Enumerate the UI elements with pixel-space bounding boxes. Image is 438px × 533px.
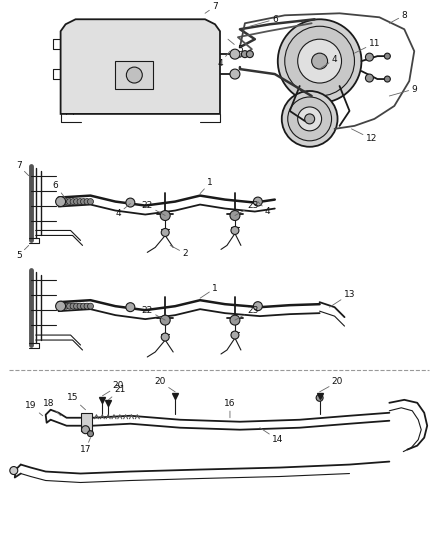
Circle shape (10, 466, 18, 474)
Text: 22: 22 (141, 201, 165, 215)
Text: 15: 15 (67, 393, 85, 410)
Text: 1: 1 (200, 284, 218, 298)
Circle shape (298, 107, 321, 131)
Circle shape (88, 431, 93, 437)
Bar (81, 413, 92, 431)
Text: 4: 4 (320, 54, 337, 69)
Circle shape (60, 199, 66, 205)
Circle shape (385, 53, 390, 59)
Text: 20: 20 (320, 377, 343, 392)
Circle shape (81, 199, 87, 205)
Circle shape (56, 301, 66, 311)
Circle shape (77, 199, 83, 205)
Circle shape (316, 394, 323, 401)
Text: 16: 16 (224, 399, 236, 418)
Text: 19: 19 (25, 401, 42, 416)
Circle shape (298, 39, 342, 83)
Text: 22: 22 (141, 305, 165, 320)
Circle shape (241, 51, 248, 58)
Circle shape (288, 97, 332, 141)
Circle shape (253, 302, 262, 311)
Text: 1: 1 (200, 178, 213, 193)
Circle shape (126, 303, 135, 312)
Text: 5: 5 (16, 245, 29, 260)
Circle shape (81, 303, 87, 309)
Circle shape (282, 91, 338, 147)
Text: 6: 6 (250, 15, 278, 26)
Circle shape (63, 199, 69, 205)
Text: 18: 18 (43, 399, 60, 416)
Circle shape (230, 315, 240, 325)
Circle shape (230, 211, 240, 221)
Text: 20: 20 (155, 377, 175, 392)
Circle shape (88, 303, 93, 309)
Circle shape (70, 199, 76, 205)
Polygon shape (60, 19, 220, 114)
Text: 4: 4 (217, 51, 230, 68)
Text: 7: 7 (205, 2, 218, 13)
Circle shape (161, 333, 169, 341)
Circle shape (253, 197, 262, 206)
Circle shape (67, 199, 73, 205)
Text: 9: 9 (389, 85, 417, 96)
Circle shape (365, 74, 374, 82)
Circle shape (63, 303, 69, 309)
Circle shape (88, 199, 93, 205)
Circle shape (84, 199, 90, 205)
Circle shape (84, 303, 90, 309)
Circle shape (60, 303, 66, 309)
Circle shape (230, 69, 240, 79)
Text: 5: 5 (228, 39, 243, 54)
Bar (115, 61, 153, 89)
Circle shape (126, 198, 135, 207)
Circle shape (160, 211, 170, 221)
Text: 12: 12 (351, 129, 377, 143)
Text: 23: 23 (235, 201, 258, 215)
Circle shape (312, 53, 328, 69)
Circle shape (247, 51, 253, 58)
Circle shape (160, 315, 170, 325)
Circle shape (365, 53, 374, 61)
Circle shape (67, 303, 73, 309)
Text: 17: 17 (80, 438, 91, 454)
Text: 4: 4 (116, 204, 131, 218)
Text: 23: 23 (235, 305, 258, 320)
Circle shape (56, 197, 66, 207)
Circle shape (77, 303, 83, 309)
Circle shape (74, 303, 80, 309)
Text: 20: 20 (102, 382, 124, 396)
Circle shape (126, 67, 142, 83)
Text: 2: 2 (170, 245, 188, 258)
Text: 4: 4 (258, 201, 271, 216)
Text: 11: 11 (354, 39, 380, 53)
Circle shape (305, 114, 314, 124)
Text: 6: 6 (53, 181, 66, 199)
Circle shape (231, 227, 239, 235)
Circle shape (231, 331, 239, 339)
Circle shape (285, 26, 354, 96)
Text: 7: 7 (16, 161, 29, 176)
Text: 8: 8 (389, 11, 407, 23)
Circle shape (278, 19, 361, 103)
Text: 14: 14 (260, 427, 283, 444)
Text: 13: 13 (329, 290, 355, 307)
Circle shape (74, 199, 80, 205)
Text: 21: 21 (109, 385, 126, 400)
Circle shape (385, 76, 390, 82)
Circle shape (161, 229, 169, 237)
Circle shape (70, 303, 76, 309)
Circle shape (81, 426, 89, 434)
Circle shape (230, 49, 240, 59)
